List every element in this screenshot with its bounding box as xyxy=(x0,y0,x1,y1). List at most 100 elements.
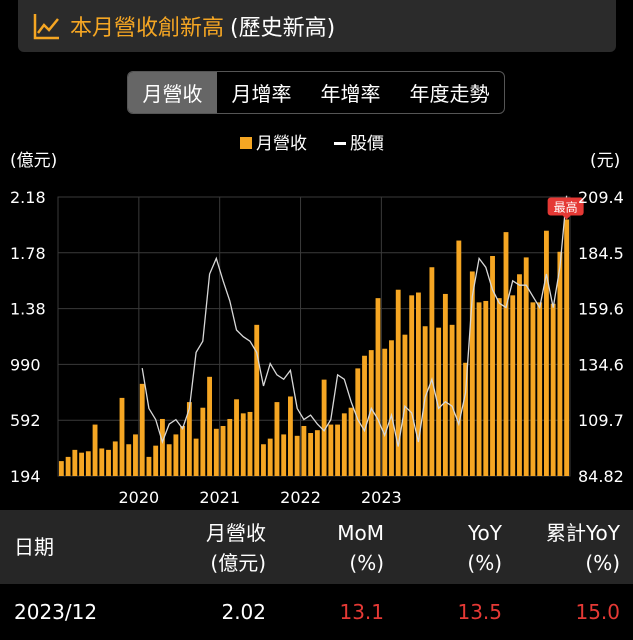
tab-annual-trend[interactable]: 年度走勢 xyxy=(409,82,490,106)
revenue-bar xyxy=(490,256,495,476)
revenue-bar xyxy=(186,402,192,476)
revenue-bar xyxy=(442,293,448,476)
revenue-bar xyxy=(395,289,401,476)
revenue-bar xyxy=(510,295,516,476)
right-tick-label: 209.4 xyxy=(578,188,624,207)
revenue-bar xyxy=(227,418,233,476)
revenue-bar xyxy=(503,232,509,476)
revenue-bar xyxy=(328,424,334,476)
revenue-bar xyxy=(65,456,71,476)
revenue-bar xyxy=(261,444,266,476)
page-title-suffix: (歷史新高) xyxy=(230,16,336,41)
revenue-bar xyxy=(247,411,253,476)
revenue-bar xyxy=(449,324,455,476)
revenue-bar xyxy=(314,430,320,476)
revenue-bar xyxy=(543,230,549,476)
tab-mom[interactable]: 月增率 xyxy=(231,82,292,106)
revenue-bar xyxy=(159,418,165,476)
max-label-box xyxy=(547,197,584,216)
header-revenue: 月營收 xyxy=(206,521,266,545)
revenue-bar xyxy=(483,300,489,476)
revenue-bar xyxy=(180,425,186,476)
left-tick-label: 194 xyxy=(10,467,41,486)
revenue-bar xyxy=(200,407,206,476)
tab-yoy[interactable]: 年增率 xyxy=(320,82,381,106)
revenue-bar xyxy=(308,433,314,476)
right-tick-label: 159.6 xyxy=(578,300,624,319)
row-revenue: 2.02 xyxy=(221,600,266,624)
right-tick-label: 109.7 xyxy=(578,411,624,430)
revenue-bar xyxy=(106,449,111,476)
revenue-bar xyxy=(389,340,394,476)
row-yoy: 13.5 xyxy=(457,600,502,624)
legend-revenue-label: 月營收 xyxy=(256,134,307,154)
revenue-bar xyxy=(517,274,522,476)
revenue-bar xyxy=(281,434,287,476)
revenue-bar xyxy=(355,368,361,476)
revenue-bar xyxy=(267,438,273,476)
row-date: 2023/12 xyxy=(14,600,98,624)
revenue-bar xyxy=(146,456,152,476)
revenue-bar xyxy=(456,240,462,476)
revenue-bar xyxy=(368,350,374,476)
revenue-bar xyxy=(133,434,138,476)
header-date: 日期 xyxy=(14,535,54,559)
left-tick-label: 592 xyxy=(10,411,41,430)
tab-bar: 月營收 月增率 年增率 年度走勢 xyxy=(127,71,505,114)
revenue-bar xyxy=(341,413,347,476)
header-mom-unit: (%) xyxy=(349,551,384,575)
left-tick-label: 2.18 xyxy=(10,188,46,207)
x-tick-label: 2022 xyxy=(280,488,321,507)
revenue-bar xyxy=(207,376,213,476)
revenue-bar xyxy=(537,302,543,476)
x-tick-label: 2021 xyxy=(199,488,240,507)
revenue-bar xyxy=(112,441,118,476)
revenue-bar xyxy=(375,298,381,476)
revenue-bar xyxy=(92,424,98,476)
revenue-bar xyxy=(469,271,475,476)
revenue-bar xyxy=(301,425,307,476)
revenue-bar xyxy=(429,267,435,476)
revenue-bar xyxy=(139,383,145,476)
revenue-bar xyxy=(287,396,293,476)
revenue-bar xyxy=(294,435,300,476)
right-tick-label: 84.82 xyxy=(578,467,624,486)
revenue-bar xyxy=(274,402,280,476)
revenue-bar xyxy=(254,324,260,476)
revenue-bar xyxy=(234,399,239,476)
legend-revenue-swatch xyxy=(240,137,252,149)
x-tick-label: 2023 xyxy=(361,488,402,507)
x-tick-label: 2020 xyxy=(118,488,159,507)
trending-up-icon xyxy=(33,14,59,40)
tab-monthly-revenue[interactable]: 月營收 xyxy=(128,72,217,113)
revenue-bar xyxy=(79,452,85,476)
left-tick-label: 1.38 xyxy=(10,300,46,319)
price-line xyxy=(141,195,568,447)
revenue-bar xyxy=(523,257,529,476)
revenue-bar xyxy=(436,327,442,476)
revenue-bar xyxy=(530,302,536,476)
revenue-bar xyxy=(362,355,367,476)
revenue-bar xyxy=(240,413,246,476)
revenue-bar xyxy=(409,295,415,476)
revenue-bar xyxy=(348,407,354,476)
page-header: 本月營收創新高 (歷史新高) xyxy=(18,0,616,52)
row-cum-yoy: 15.0 xyxy=(575,600,620,624)
revenue-bar xyxy=(193,438,199,476)
revenue-bar xyxy=(463,362,469,476)
header-yoy-unit: (%) xyxy=(467,551,502,575)
header-mom: MoM xyxy=(337,521,384,545)
legend-price-swatch xyxy=(334,142,346,145)
revenue-bar xyxy=(476,302,482,476)
left-tick-label: 1.78 xyxy=(10,244,46,263)
left-tick-label: 990 xyxy=(10,355,41,374)
header-cum-yoy: 累計YoY xyxy=(545,521,620,545)
revenue-bar xyxy=(335,424,341,476)
revenue-bar xyxy=(382,348,388,476)
revenue-bar xyxy=(153,445,159,476)
revenue-bar xyxy=(321,379,327,476)
table-row[interactable]: 2023/12 2.02 13.1 13.5 15.0 xyxy=(0,584,633,640)
revenue-bar xyxy=(119,397,125,476)
left-axis-unit: (億元) xyxy=(10,151,57,171)
header-revenue-unit: (億元) xyxy=(210,551,266,575)
